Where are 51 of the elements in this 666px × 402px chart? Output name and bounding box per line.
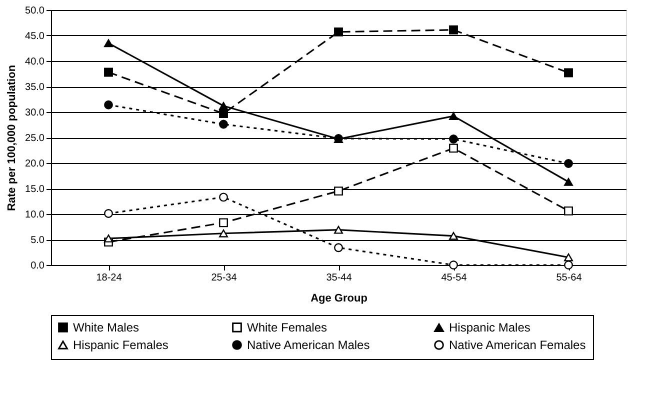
point	[449, 232, 458, 240]
point	[104, 39, 113, 48]
point	[449, 134, 458, 144]
y-tick-label: 50.0	[25, 6, 45, 16]
point	[334, 186, 343, 196]
legend-label: White Females	[247, 320, 328, 334]
point	[564, 253, 573, 262]
point	[449, 25, 458, 34]
point	[564, 178, 573, 186]
point	[219, 192, 228, 202]
x-axis-title: Age Group	[310, 292, 368, 304]
legend-label: Hispanic Females	[73, 338, 168, 352]
point	[104, 209, 113, 218]
legend-label: Native American Females	[449, 338, 586, 352]
y-tick-label: 25.0	[25, 133, 45, 144]
x-tick-label: 35-44	[326, 272, 352, 284]
x-tick-label: 18-24	[96, 272, 122, 284]
y-tick-label: 15.0	[25, 184, 45, 195]
point	[219, 109, 228, 118]
point	[104, 100, 113, 110]
point	[564, 68, 573, 78]
legend-label: Hispanic Males	[449, 320, 530, 335]
point	[219, 229, 228, 238]
y-tick-label: 45.0	[25, 31, 45, 42]
legend-label: Native American Males	[247, 338, 370, 352]
point	[334, 27, 343, 36]
point	[219, 120, 228, 129]
y-tick-label: 30.0	[25, 108, 45, 118]
point	[219, 218, 228, 228]
point	[564, 159, 573, 168]
legend-label: White Males	[73, 320, 140, 334]
x-tick-label: 25-34	[211, 272, 238, 284]
x-tick-label: 45-54	[441, 272, 468, 284]
point	[449, 112, 458, 120]
y-tick-label: 35.0	[25, 82, 45, 93]
point	[564, 260, 573, 270]
point	[104, 234, 113, 242]
y-tick-label: 10.0	[25, 210, 45, 220]
point	[334, 243, 343, 252]
point	[104, 68, 113, 77]
y-tick-label: 40.0	[25, 56, 45, 68]
y-tick-label: 20.0	[25, 158, 45, 170]
x-tick-label: 55-64	[556, 272, 582, 284]
y-tick-label: 5.0	[30, 235, 45, 246]
point	[449, 144, 458, 153]
point	[219, 102, 228, 110]
point	[334, 226, 343, 234]
point	[449, 260, 458, 270]
point	[564, 206, 573, 216]
y-tick-label: 0.0	[30, 260, 45, 272]
y-axis-title: Rate per 100,000 population	[6, 64, 18, 212]
